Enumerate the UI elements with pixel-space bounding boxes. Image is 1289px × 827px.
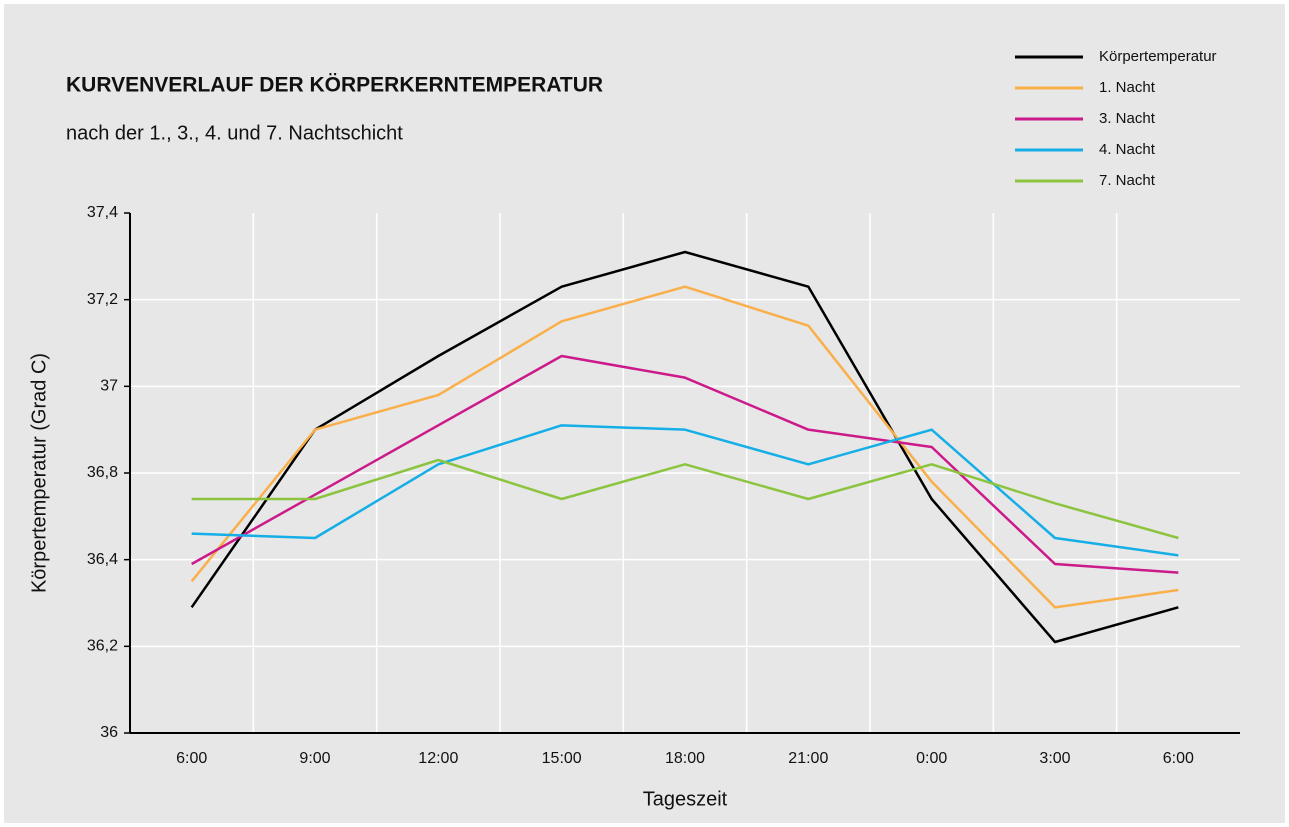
series-line xyxy=(191,458,1179,540)
series-line xyxy=(190,250,1179,644)
x-tick-label: 12:00 xyxy=(418,750,458,767)
y-tick-label: 37,2 xyxy=(87,291,118,308)
y-tick-label: 37 xyxy=(100,378,118,395)
x-tick-label: 6:00 xyxy=(176,750,207,767)
x-tick-label: 0:00 xyxy=(916,750,947,767)
legend-label: 3. Nacht xyxy=(1099,110,1156,127)
x-tick-label: 21:00 xyxy=(788,750,828,767)
legend-label: 7. Nacht xyxy=(1099,172,1156,189)
x-tick-label: 18:00 xyxy=(665,750,705,767)
chart-subtitle: nach der 1., 3., 4. und 7. Nachtschicht xyxy=(66,122,403,144)
x-tick-label: 9:00 xyxy=(299,750,330,767)
legend-label: Körpertemperatur xyxy=(1099,48,1217,65)
y-tick-label: 36 xyxy=(100,724,118,741)
legend-label: 4. Nacht xyxy=(1099,141,1156,158)
legend-label: 1. Nacht xyxy=(1099,79,1156,96)
x-tick-label: 3:00 xyxy=(1039,750,1070,767)
y-tick-label: 37,4 xyxy=(87,204,118,221)
x-tick-label: 6:00 xyxy=(1163,750,1194,767)
chart-title: KURVENVERLAUF DER KÖRPERKERNTEMPERATUR xyxy=(66,74,603,97)
series-line xyxy=(190,285,1179,609)
y-tick-label: 36,4 xyxy=(87,551,118,568)
x-axis-label: Tageszeit xyxy=(643,788,728,810)
y-axis-label: Körpertemperatur (Grad C) xyxy=(28,353,50,593)
x-tick-label: 15:00 xyxy=(542,750,582,767)
series-line xyxy=(191,354,1179,574)
y-tick-label: 36,8 xyxy=(87,464,118,481)
background xyxy=(4,4,1285,823)
series-line xyxy=(191,424,1179,557)
y-tick-label: 36,2 xyxy=(87,638,118,655)
